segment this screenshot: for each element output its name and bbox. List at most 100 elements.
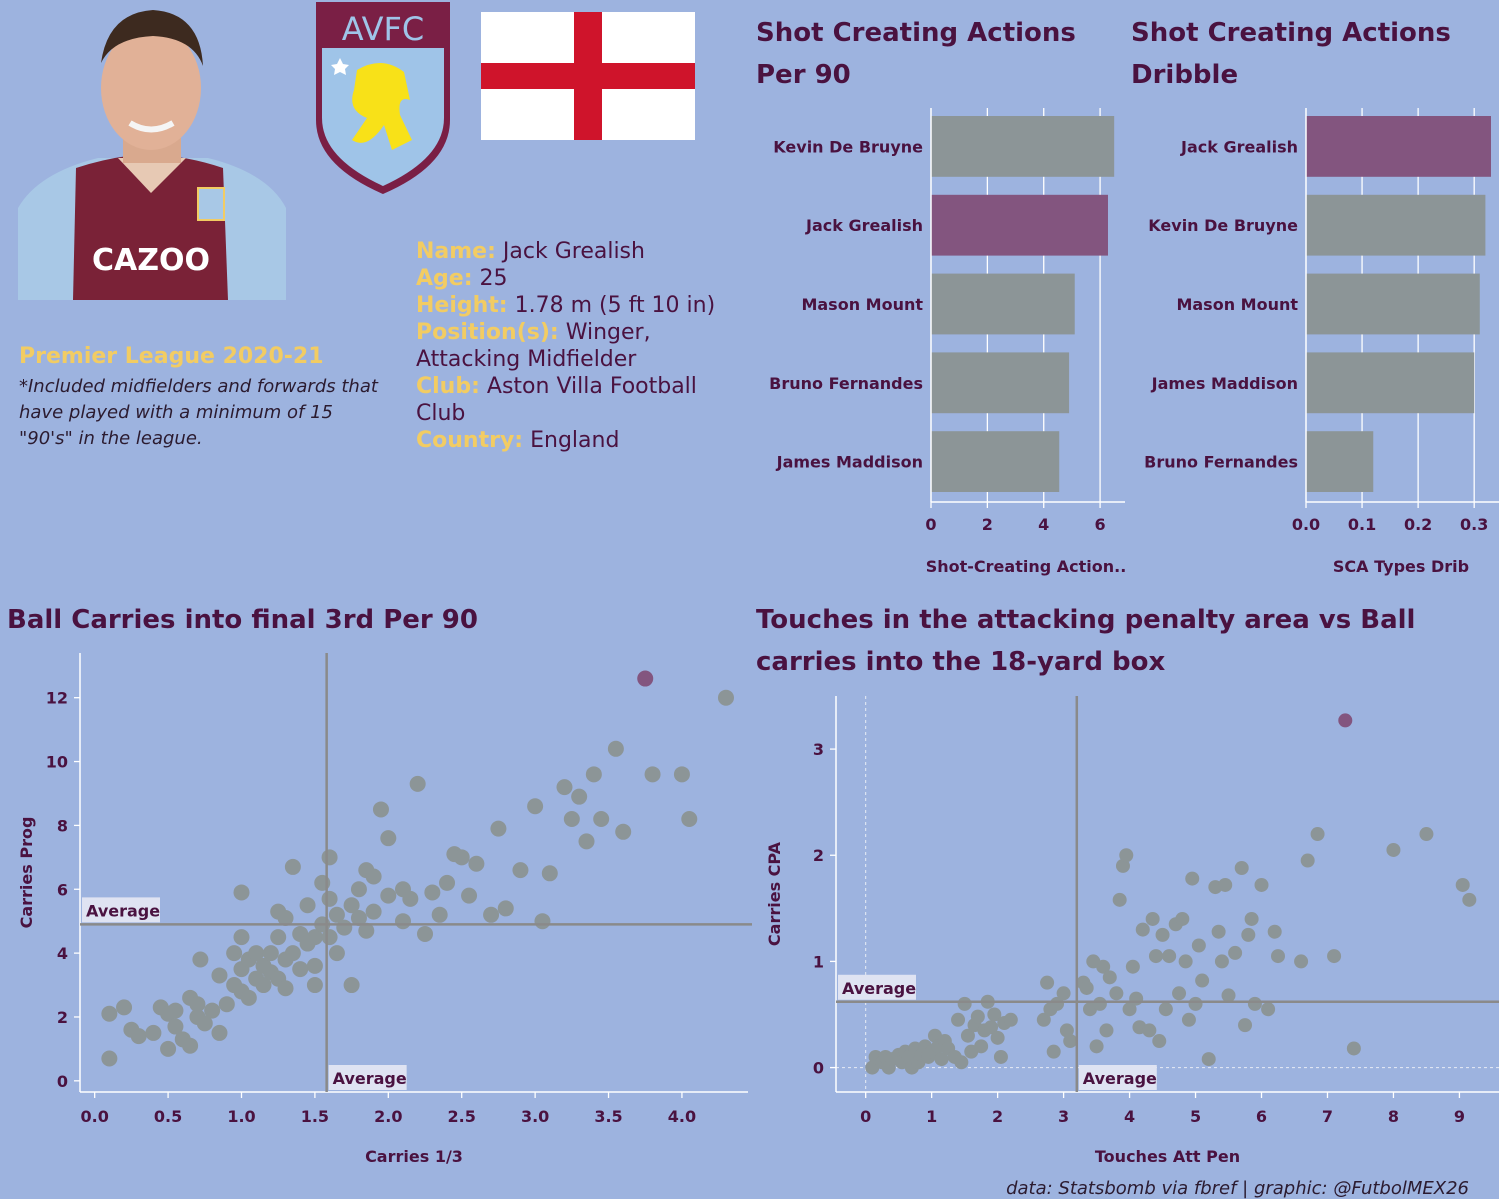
scatter-point [1244, 911, 1259, 926]
scatter-point [409, 775, 426, 792]
x-tick-label: 6 [1095, 515, 1106, 534]
scatter-point [226, 945, 243, 962]
x-tick-label: 4 [1124, 1107, 1135, 1126]
sponsor-text: CAZOO [92, 243, 210, 278]
scatter-point [116, 999, 133, 1016]
scatter-point [299, 897, 316, 914]
scatter-point [1221, 988, 1236, 1003]
x-tick-label: 0.2 [1404, 515, 1432, 534]
x-tick-label: 0.1 [1348, 515, 1376, 534]
y-tick-label: 10 [46, 753, 68, 772]
scatter-point [1142, 1023, 1157, 1038]
x-axis-title: SCA Types Drib [1333, 557, 1469, 576]
scatter-point [957, 996, 972, 1011]
scatter-point [461, 887, 478, 904]
bar-highlight [1306, 116, 1491, 177]
scatter-point [277, 980, 294, 997]
category-label: Mason Mount [1176, 295, 1298, 314]
y-tick-label: 8 [57, 816, 68, 835]
x-tick-label: 1.5 [301, 1107, 329, 1126]
x-tick-label: 2 [982, 515, 993, 534]
england-flag-icon [481, 12, 695, 140]
player-country: England [530, 428, 620, 453]
x-average-label: Average [333, 1069, 407, 1088]
scatter-point [328, 945, 345, 962]
scatter-point [394, 913, 411, 930]
scatter-point [954, 1055, 969, 1070]
scatter-point [578, 833, 595, 850]
scatter-point [1096, 959, 1111, 974]
scatter-point [1327, 949, 1342, 964]
bar-chart-sca-per-90: 0 2 4 6 Kevin De Bruyne Jack Grealish Mason Mo… [769, 108, 1127, 576]
x-tick-label: 3.0 [521, 1107, 549, 1126]
x-tick-label: 9 [1454, 1107, 1465, 1126]
scatter-point [306, 957, 323, 974]
player-name: Jack Grealish [502, 239, 645, 264]
scatter-point [1181, 1012, 1196, 1027]
bar [1306, 431, 1374, 492]
scatter-point [1036, 1012, 1051, 1027]
category-label: James Maddison [776, 453, 923, 472]
scatter-point [1462, 892, 1477, 907]
scatter-point [211, 1024, 228, 1041]
x-axis-title: Shot-Creating Action.. [926, 557, 1127, 576]
scatter-point [328, 906, 345, 923]
scatter-point [1102, 970, 1117, 985]
scatter-point [167, 1018, 184, 1035]
scatter-point [306, 977, 323, 994]
x-average-label-box [1078, 1065, 1157, 1090]
y-average-label: Average [86, 901, 160, 920]
country-label: Country: [416, 428, 524, 453]
badge-text: AVFC [342, 10, 424, 48]
x-tick-label: 2.0 [374, 1107, 402, 1126]
category-label: Kevin De Bruyne [1148, 216, 1298, 235]
scatter-point [1310, 827, 1325, 842]
x-axis-title: Touches Att Pen [1095, 1147, 1240, 1166]
scatter-point [1099, 1023, 1114, 1038]
x-tick-label: 0.3 [1460, 515, 1488, 534]
scatter-point [644, 766, 661, 783]
bar [931, 273, 1075, 335]
y-tick-label: 0 [813, 1059, 824, 1078]
scatter-point [607, 740, 624, 757]
scatter-point [1129, 991, 1144, 1006]
scatter-point [417, 925, 434, 942]
scatter-point [101, 1050, 118, 1067]
scatter-point [358, 922, 375, 939]
scatter-point [1089, 1039, 1104, 1054]
x-tick-label: 2 [992, 1107, 1003, 1126]
scatter-point [483, 906, 500, 923]
scatter-point [167, 1002, 184, 1019]
chart-title-sca: Shot Creating Actions Per 90 [756, 18, 1076, 90]
scatter-point [284, 945, 301, 962]
scatter-point [960, 1028, 975, 1043]
scatter-point [571, 788, 588, 805]
y-tick-label: 2 [813, 846, 824, 865]
x-tick-label: 3 [1058, 1107, 1069, 1126]
x-tick-label: 7 [1322, 1107, 1333, 1126]
scatter-point [284, 858, 301, 875]
scatter-point [1112, 892, 1127, 907]
x-tick-label: 0 [925, 515, 936, 534]
scatter-point [255, 977, 272, 994]
y-average-label-box [82, 897, 160, 923]
highlight-point [1338, 713, 1353, 728]
scatter-point [1175, 911, 1190, 926]
scatter-point [993, 1049, 1008, 1064]
scatter-point [1155, 927, 1170, 942]
club-label: Club: [416, 374, 480, 399]
scatter-point [1056, 986, 1071, 1001]
y-tick-label: 1 [813, 952, 824, 971]
scatter-point [343, 977, 360, 994]
x-tick-label: 0 [860, 1107, 871, 1126]
scatter-point [292, 961, 309, 978]
scatter-point [130, 1028, 147, 1045]
x-tick-label: 6 [1256, 1107, 1267, 1126]
x-tick-label: 4 [1038, 515, 1049, 534]
scatter-point [1419, 827, 1434, 842]
player-position: Winger, Attacking Midfielder [416, 320, 651, 372]
player-age: 25 [479, 266, 508, 291]
scatter-point [681, 811, 698, 828]
scatter-point [424, 884, 441, 901]
scatter-point [240, 989, 257, 1006]
